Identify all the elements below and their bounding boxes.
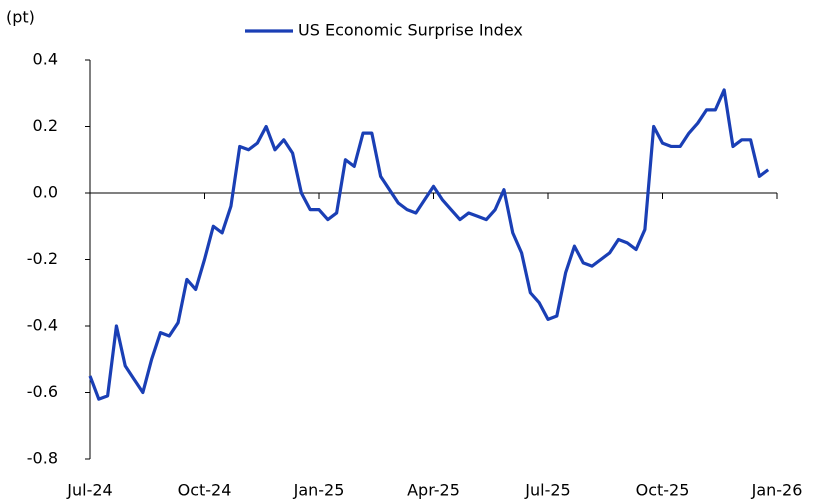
y-tick-label: 0.0 (33, 183, 58, 202)
legend-label: US Economic Surprise Index (298, 21, 523, 40)
x-tick-label: Apr-25 (407, 481, 460, 500)
x-tick-label: Jul-25 (524, 481, 570, 500)
x-tick-label: Oct-24 (178, 481, 232, 500)
x-tick-label: Jan-25 (293, 481, 345, 500)
y-tick-label: 0.4 (33, 50, 58, 69)
y-axis-label: (pt) (6, 8, 35, 27)
x-tick-label: Jul-24 (66, 481, 112, 500)
y-tick-label: -0.2 (27, 249, 58, 268)
y-tick-label: -0.8 (27, 449, 58, 468)
y-tick-label: -0.4 (27, 316, 58, 335)
series-line (88, 88, 770, 401)
y-tick-label: 0.2 (33, 116, 58, 135)
x-tick-label: Jan-26 (751, 481, 803, 500)
y-tick-label: -0.6 (27, 382, 58, 401)
x-tick-label: Oct-25 (636, 481, 690, 500)
